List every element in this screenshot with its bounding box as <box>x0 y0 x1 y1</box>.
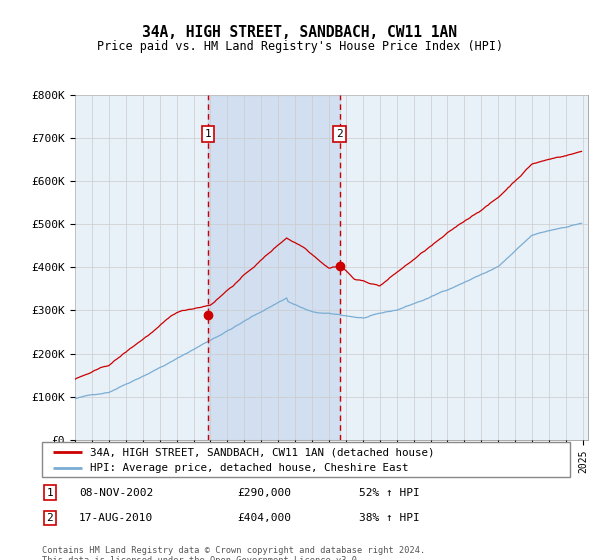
Text: 52% ↑ HPI: 52% ↑ HPI <box>359 488 419 498</box>
Bar <box>208 95 340 440</box>
Text: 34A, HIGH STREET, SANDBACH, CW11 1AN (detached house): 34A, HIGH STREET, SANDBACH, CW11 1AN (de… <box>89 447 434 457</box>
Text: 2: 2 <box>47 513 53 523</box>
Text: 1: 1 <box>205 129 211 139</box>
Text: 17-AUG-2010: 17-AUG-2010 <box>79 513 153 523</box>
Text: Price paid vs. HM Land Registry's House Price Index (HPI): Price paid vs. HM Land Registry's House … <box>97 40 503 53</box>
Text: 2: 2 <box>336 129 343 139</box>
Text: Contains HM Land Registry data © Crown copyright and database right 2024.
This d: Contains HM Land Registry data © Crown c… <box>42 546 425 560</box>
Text: 08-NOV-2002: 08-NOV-2002 <box>79 488 153 498</box>
FancyBboxPatch shape <box>42 442 570 477</box>
Text: 34A, HIGH STREET, SANDBACH, CW11 1AN: 34A, HIGH STREET, SANDBACH, CW11 1AN <box>143 25 458 40</box>
Text: 38% ↑ HPI: 38% ↑ HPI <box>359 513 419 523</box>
Text: HPI: Average price, detached house, Cheshire East: HPI: Average price, detached house, Ches… <box>89 464 408 473</box>
Text: £404,000: £404,000 <box>238 513 292 523</box>
Text: £290,000: £290,000 <box>238 488 292 498</box>
Text: 1: 1 <box>47 488 53 498</box>
